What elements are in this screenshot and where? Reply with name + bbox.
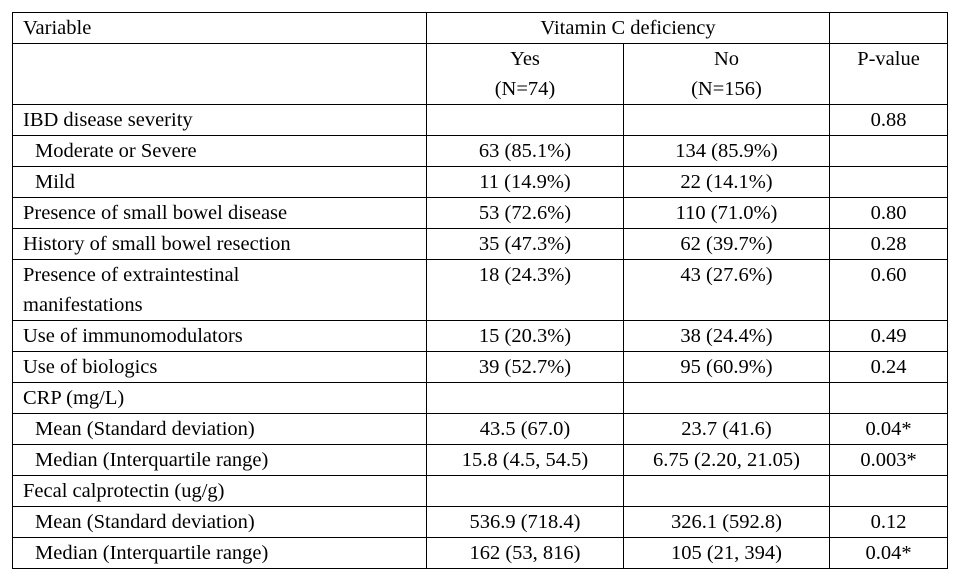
cell-no: 6.75 (2.20, 21.05): [623, 444, 830, 476]
cell-p: 0.04*: [829, 413, 948, 445]
cell-no: 62 (39.7%): [623, 228, 830, 260]
table-row: Median (Interquartile range) 162 (53, 81…: [12, 537, 948, 569]
row-label: Fecal calprotectin (ug/g): [12, 475, 427, 507]
cell-yes: 39 (52.7%): [426, 351, 624, 383]
header-variable: Variable: [12, 12, 427, 44]
cell-p: 0.24: [829, 351, 948, 383]
row-label: CRP (mg/L): [12, 382, 427, 414]
cell-no: [623, 475, 830, 507]
row-label: Mean (Standard deviation): [12, 506, 427, 538]
cell-yes: 536.9 (718.4): [426, 506, 624, 538]
cell-no: [623, 382, 830, 414]
header-yes-n: (N=74): [494, 78, 556, 100]
cell-no: 23.7 (41.6): [623, 413, 830, 445]
row-label: History of small bowel resection: [12, 228, 427, 260]
table-row: Mean (Standard deviation) 536.9 (718.4) …: [12, 506, 948, 538]
cell-p: [829, 382, 948, 414]
header-row-2: Yes (N=74) No (N=156) P-value: [12, 43, 948, 105]
header-no-label: No: [713, 48, 740, 70]
cell-p: 0.49: [829, 320, 948, 352]
row-label: Median (Interquartile range): [12, 537, 427, 569]
header-yes-label: Yes: [510, 48, 540, 70]
table-row: IBD disease severity 0.88: [12, 104, 948, 136]
header-empty-label: [12, 43, 427, 105]
cell-yes: 63 (85.1%): [426, 135, 624, 167]
cell-yes: 162 (53, 816): [426, 537, 624, 569]
cell-yes: 11 (14.9%): [426, 166, 624, 198]
header-empty: [829, 12, 948, 44]
cell-no: 326.1 (592.8): [623, 506, 830, 538]
cell-no: 105 (21, 394): [623, 537, 830, 569]
cell-yes: 43.5 (67.0): [426, 413, 624, 445]
cell-yes: [426, 382, 624, 414]
cell-p: 0.28: [829, 228, 948, 260]
header-row-1: Variable Vitamin C deficiency: [12, 12, 948, 44]
table-row: Mean (Standard deviation) 43.5 (67.0) 23…: [12, 413, 948, 445]
cell-yes: 53 (72.6%): [426, 197, 624, 229]
header-yes: Yes (N=74): [426, 43, 624, 105]
row-label: Use of immunomodulators: [12, 320, 427, 352]
cell-no: 95 (60.9%): [623, 351, 830, 383]
row-label: Use of biologics: [12, 351, 427, 383]
table-row: Fecal calprotectin (ug/g): [12, 475, 948, 507]
header-no: No (N=156): [623, 43, 830, 105]
cell-no: 43 (27.6%): [623, 259, 830, 321]
cell-yes: 15 (20.3%): [426, 320, 624, 352]
cell-yes: [426, 475, 624, 507]
cell-p: 0.12: [829, 506, 948, 538]
cell-yes: 35 (47.3%): [426, 228, 624, 260]
cell-p: [829, 475, 948, 507]
data-table: Variable Vitamin C deficiency Yes (N=74)…: [12, 12, 948, 569]
cell-p: [829, 166, 948, 198]
table-row: Use of immunomodulators 15 (20.3%) 38 (2…: [12, 320, 948, 352]
cell-p: 0.80: [829, 197, 948, 229]
cell-p: 0.88: [829, 104, 948, 136]
cell-p: 0.003*: [829, 444, 948, 476]
row-label-line-2: manifestations: [23, 294, 143, 316]
header-p-value: P-value: [829, 43, 948, 105]
table-row: Moderate or Severe 63 (85.1%) 134 (85.9%…: [12, 135, 948, 167]
cell-no: 22 (14.1%): [623, 166, 830, 198]
row-label: Presence of extraintestinal manifestatio…: [12, 259, 427, 321]
cell-no: 38 (24.4%): [623, 320, 830, 352]
table-row: Median (Interquartile range) 15.8 (4.5, …: [12, 444, 948, 476]
header-vitamin-c-deficiency: Vitamin C deficiency: [426, 12, 830, 44]
cell-yes: 18 (24.3%): [426, 259, 624, 321]
row-label: Presence of small bowel disease: [12, 197, 427, 229]
table-row: Mild 11 (14.9%) 22 (14.1%): [12, 166, 948, 198]
cell-p: [829, 135, 948, 167]
cell-yes: 15.8 (4.5, 54.5): [426, 444, 624, 476]
cell-no: 110 (71.0%): [623, 197, 830, 229]
cell-no: [623, 104, 830, 136]
row-label: Mean (Standard deviation): [12, 413, 427, 445]
table-row: Presence of extraintestinal manifestatio…: [12, 259, 948, 321]
table-row: Use of biologics 39 (52.7%) 95 (60.9%) 0…: [12, 351, 948, 383]
table-row: History of small bowel resection 35 (47.…: [12, 228, 948, 260]
cell-yes: [426, 104, 624, 136]
cell-no: 134 (85.9%): [623, 135, 830, 167]
row-label: Median (Interquartile range): [12, 444, 427, 476]
cell-p: 0.04*: [829, 537, 948, 569]
cell-p: 0.60: [829, 259, 948, 321]
table-row: CRP (mg/L): [12, 382, 948, 414]
row-label-line-1: Presence of extraintestinal: [23, 264, 240, 286]
header-no-n: (N=156): [691, 78, 762, 100]
row-label: Moderate or Severe: [12, 135, 427, 167]
row-label: IBD disease severity: [12, 104, 427, 136]
table-row: Presence of small bowel disease 53 (72.6…: [12, 197, 948, 229]
row-label: Mild: [12, 166, 427, 198]
